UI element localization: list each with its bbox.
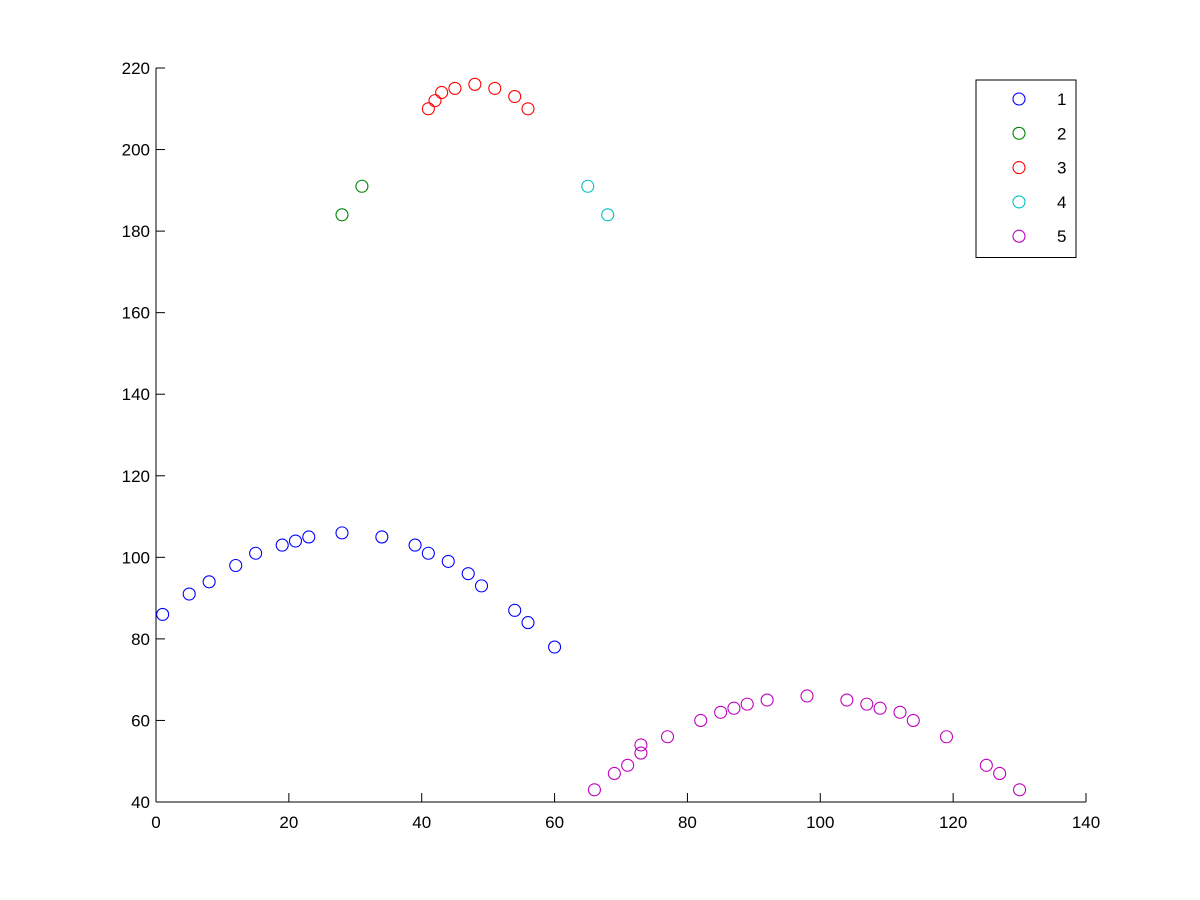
data-point [508, 89, 522, 104]
data-point [441, 554, 455, 568]
x-tick-label: 0 [151, 813, 160, 832]
legend-item: 4 [1012, 193, 1066, 212]
data-point [621, 758, 635, 772]
data-point [335, 526, 349, 540]
data-point [275, 538, 289, 552]
x-tick-label: 60 [545, 813, 564, 832]
data-point [607, 766, 621, 781]
y-tick-label: 120 [122, 467, 150, 486]
data-point [229, 558, 243, 573]
data-point [435, 85, 449, 100]
x-tick-label: 120 [939, 813, 967, 832]
data-point [979, 758, 993, 772]
legend-label: 2 [1057, 124, 1066, 143]
data-point [249, 546, 263, 560]
y-tick-label: 100 [122, 548, 150, 567]
data-point [993, 766, 1007, 781]
data-point [335, 208, 349, 222]
legend-marker [1012, 92, 1026, 106]
y-tick-label: 140 [122, 385, 150, 404]
data-point [375, 530, 389, 544]
data-point [873, 701, 887, 715]
data-point [1013, 783, 1027, 797]
data-point [302, 530, 316, 544]
legend-label: 3 [1057, 159, 1066, 178]
data-point [474, 579, 489, 593]
legend-label: 5 [1057, 227, 1066, 246]
data-point [428, 94, 442, 108]
data-point [740, 697, 754, 711]
legend-item: 5 [1012, 227, 1066, 246]
x-tick-label: 80 [678, 813, 697, 832]
legend-item: 1 [1012, 90, 1066, 109]
data-point [461, 567, 475, 581]
y-tick-label: 180 [122, 222, 150, 241]
legend-marker [1012, 229, 1026, 243]
x-tick-label: 40 [412, 813, 431, 832]
x-tick-label: 140 [1072, 813, 1100, 832]
data-point [182, 587, 196, 601]
data-point [421, 546, 435, 560]
data-point [408, 538, 422, 552]
data-point [548, 640, 562, 654]
series-5 [587, 689, 1027, 797]
series-3 [421, 77, 535, 116]
series-2 [335, 179, 369, 222]
data-points [156, 77, 1027, 797]
data-point [581, 179, 595, 193]
legend-box [975, 79, 1077, 258]
y-tick-label: 160 [122, 304, 150, 323]
data-point [714, 705, 728, 719]
legend-marker [1012, 161, 1026, 175]
data-point [860, 697, 874, 711]
x-tick-label: 20 [279, 813, 298, 832]
data-point [660, 730, 675, 744]
legend: 1 2 3 4 5 [975, 79, 1077, 258]
legend-label: 4 [1057, 193, 1066, 212]
data-point [521, 616, 535, 630]
axes: 0 20 40 60 80 100 120 140 40 60 80 100 120 140 160 180 2… [122, 59, 1101, 832]
data-point [156, 607, 170, 621]
data-point [355, 179, 369, 193]
data-point [448, 81, 462, 95]
data-point [468, 77, 482, 91]
data-point [421, 102, 435, 116]
y-tick-label: 40 [131, 793, 150, 812]
x-tick-label: 100 [806, 813, 834, 832]
data-point [587, 783, 601, 797]
data-point [939, 730, 954, 744]
data-point [488, 81, 502, 95]
series-4 [581, 179, 615, 222]
y-tick-label: 80 [131, 630, 150, 649]
data-point [800, 689, 814, 703]
y-tick-label: 200 [122, 141, 150, 160]
data-point [634, 738, 648, 752]
data-point [694, 713, 708, 727]
y-tick-label: 220 [122, 59, 150, 78]
series-1 [156, 526, 562, 654]
y-tick-label: 60 [131, 711, 150, 730]
legend-label: 1 [1057, 90, 1066, 109]
data-point [202, 575, 216, 589]
data-point [521, 102, 535, 116]
data-point [727, 701, 741, 715]
legend-marker [1012, 126, 1026, 140]
legend-marker [1012, 195, 1026, 209]
data-point [760, 693, 774, 707]
legend-item: 2 [1012, 124, 1066, 143]
data-point [893, 705, 907, 719]
data-point [508, 603, 522, 617]
data-point [840, 693, 854, 707]
data-point [288, 534, 303, 548]
data-point [906, 713, 920, 727]
data-point [634, 746, 648, 760]
legend-item: 3 [1012, 159, 1066, 178]
data-point [601, 208, 615, 222]
